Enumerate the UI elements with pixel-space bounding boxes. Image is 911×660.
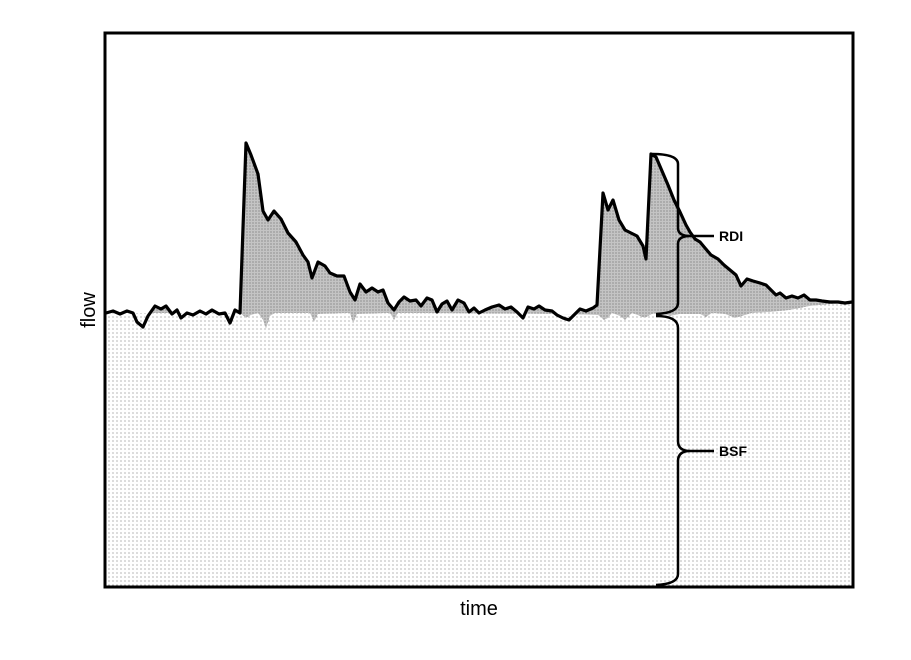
rdi-label: RDI: [719, 228, 743, 244]
x-axis-label: time: [460, 598, 498, 620]
rdi-area: [106, 143, 852, 329]
y-axis-label: flow: [78, 292, 100, 328]
bsf-label: BSF: [719, 443, 747, 459]
bsf-area: [106, 303, 852, 587]
plot-frame: [103, 31, 855, 589]
flow-line: [104, 141, 854, 329]
